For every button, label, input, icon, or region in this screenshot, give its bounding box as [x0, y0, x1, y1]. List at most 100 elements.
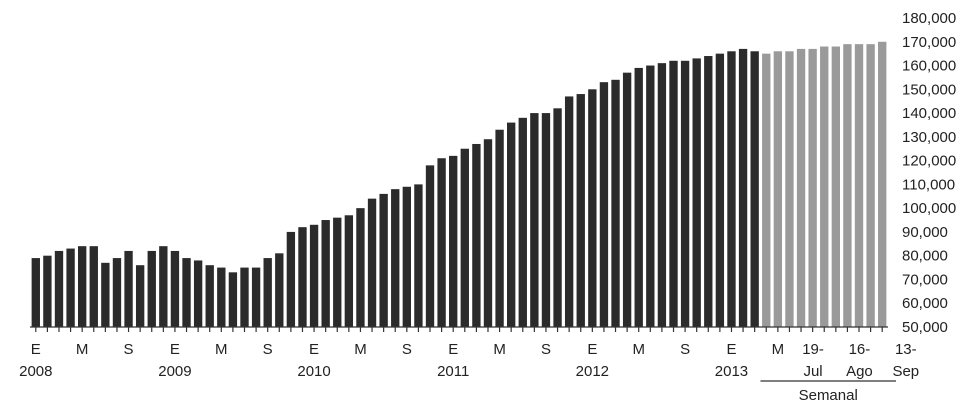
bar-monthly [518, 117, 527, 327]
y-tick-label: 70,000 [902, 271, 948, 288]
bar-monthly [43, 255, 52, 327]
x-tick-label-month: S [124, 341, 134, 358]
bar-weekly [808, 48, 817, 328]
bar-monthly [112, 258, 122, 327]
bar-monthly [147, 250, 156, 327]
bar-monthly [298, 227, 307, 327]
bar-weekly [831, 46, 840, 328]
bar-monthly [251, 267, 261, 327]
y-tick-label: 50,000 [902, 319, 948, 336]
x-tick-label-year: 2012 [576, 363, 609, 380]
bar-monthly [738, 48, 748, 328]
x-tick-label-month: S [541, 341, 551, 358]
x-tick-label-day: 13- [895, 341, 917, 358]
bar-monthly [680, 60, 690, 327]
x-tick-label-month: E [448, 341, 458, 358]
x-tick-label-year: 2010 [297, 363, 330, 380]
bar-monthly [553, 108, 562, 327]
bar-monthly [135, 265, 145, 327]
bar-monthly [356, 208, 365, 327]
x-tick-label-month: M [215, 341, 228, 358]
x-tick-label-month: S [263, 341, 273, 358]
x-tick-label-month: E [587, 341, 597, 358]
bar-monthly [692, 58, 701, 327]
bar-monthly [101, 262, 110, 327]
x-tick-label-year: 2011 [437, 363, 469, 380]
bar-monthly [507, 122, 516, 327]
x-tick-label-month: E [170, 341, 180, 358]
bar-monthly [727, 51, 736, 327]
bar-monthly [159, 246, 168, 327]
x-tick-label-week-month: Sep [892, 363, 919, 380]
y-tick-label: 180,000 [902, 10, 956, 27]
bar-monthly [344, 215, 354, 327]
bar-monthly [669, 60, 678, 327]
bar-weekly [866, 44, 875, 328]
x-tick-label-month: E [726, 341, 736, 358]
bars-group [31, 41, 887, 328]
bar-monthly [750, 51, 759, 327]
bar-monthly [530, 113, 539, 327]
bar-monthly [715, 53, 725, 328]
y-tick-label: 160,000 [902, 58, 956, 75]
weekly-group-label: Semanal [799, 387, 858, 404]
bar-weekly [854, 44, 864, 328]
bar-monthly [541, 113, 551, 327]
bar-monthly [704, 56, 713, 327]
y-tick-label: 170,000 [902, 34, 956, 51]
bar-monthly [402, 186, 411, 327]
x-tick-label-month: M [493, 341, 506, 358]
x-tick-label-month: M [632, 341, 645, 358]
bar-monthly [414, 184, 423, 327]
y-tick-label: 140,000 [902, 105, 956, 122]
bar-monthly [66, 248, 75, 327]
bar-monthly [646, 65, 655, 327]
x-tick-label-day: 16- [849, 341, 871, 358]
bar-weekly [878, 41, 887, 328]
x-tick-label-day: 19- [802, 341, 824, 358]
bar-monthly [367, 198, 377, 327]
bar-monthly [599, 82, 609, 328]
x-tick-label-week-month: Ago [846, 363, 873, 380]
bar-monthly [391, 189, 400, 327]
x-tick-label-year: 2013 [715, 363, 748, 380]
bar-weekly [762, 53, 771, 328]
bar-monthly [588, 89, 597, 327]
bar-monthly [576, 94, 585, 327]
bar-monthly [321, 220, 330, 327]
x-tick-label-month: E [31, 341, 41, 358]
bar-monthly [309, 224, 319, 327]
bar-monthly [379, 193, 388, 327]
bar-monthly [182, 258, 191, 327]
bar-monthly [31, 258, 40, 327]
bar-monthly [449, 155, 458, 327]
x-tick-label-year: 2009 [158, 363, 191, 380]
x-tick-label-month: E [309, 341, 319, 358]
bar-monthly [425, 165, 435, 327]
x-tick-label-week-month: Jul [803, 363, 822, 380]
y-tick-label: 150,000 [902, 81, 956, 98]
x-axis-ticks: E 2008 M S E 2009 M S E 2010 M S E 2011 M S E 2012 M S E 2013… [19, 327, 919, 380]
bar-weekly [843, 44, 852, 328]
bar-monthly [437, 158, 446, 327]
bar-monthly [611, 79, 620, 327]
y-tick-label: 120,000 [902, 153, 956, 170]
bar-monthly [193, 260, 203, 327]
y-tick-label: 90,000 [902, 224, 948, 241]
bar-monthly [228, 272, 238, 327]
y-tick-label: 100,000 [902, 200, 956, 217]
y-tick-label: 130,000 [902, 129, 956, 146]
bar-monthly [472, 143, 481, 327]
bar-monthly [240, 267, 249, 327]
bar-monthly [205, 265, 214, 327]
y-tick-label: 60,000 [902, 295, 948, 312]
x-tick-label-month: M [354, 341, 367, 358]
x-tick-label-month: M [76, 341, 89, 358]
bar-weekly [820, 46, 829, 328]
bar-weekly [785, 51, 794, 327]
bar-monthly [54, 250, 64, 327]
bar-weekly [796, 48, 806, 328]
bar-monthly [460, 148, 469, 327]
bar-weekly [773, 51, 783, 327]
